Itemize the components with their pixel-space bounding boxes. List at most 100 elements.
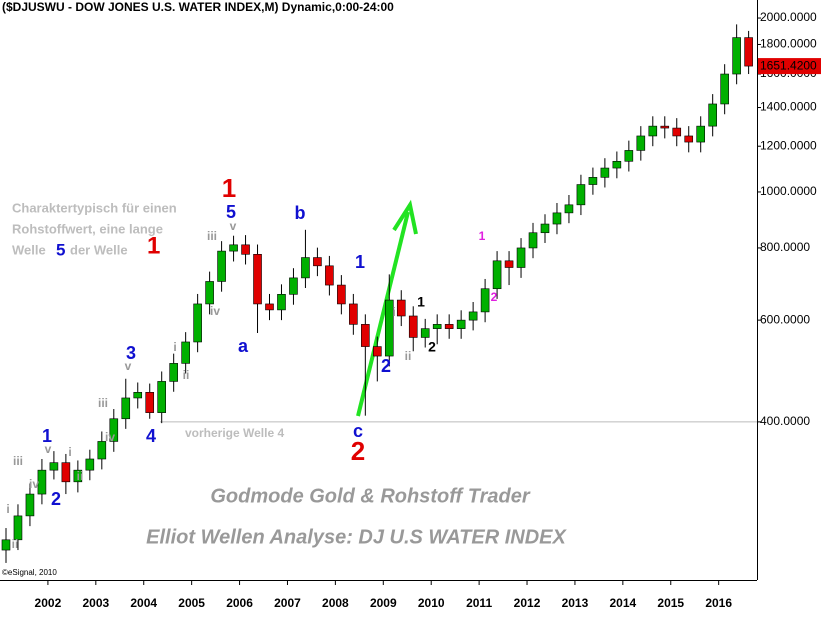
x-tick-label: 2007	[274, 596, 301, 610]
candle-body	[636, 135, 646, 151]
wave-label: 4	[146, 426, 156, 446]
candle-body	[528, 232, 538, 249]
x-tick-label: 2003	[82, 596, 109, 610]
candle-body	[61, 462, 71, 483]
candle-body	[121, 397, 131, 420]
candle-body	[588, 177, 598, 185]
candle-body	[241, 244, 250, 255]
candle-body	[672, 127, 682, 137]
wave-label: 1	[222, 173, 236, 203]
wave-label: ii	[183, 368, 190, 382]
candle-body	[492, 260, 502, 290]
x-tick-label: 2005	[178, 596, 205, 610]
note-line: Charaktertypisch für einen	[12, 200, 177, 215]
y-tick-label: 600.0000	[760, 312, 810, 326]
wave-label: c	[353, 421, 363, 441]
wave-label: iv	[210, 304, 220, 318]
candle-body	[73, 469, 83, 483]
candle-body	[85, 458, 95, 471]
wave-label: 2	[351, 436, 365, 466]
candle-body	[49, 462, 59, 471]
wave-label: v	[125, 359, 132, 373]
candle-body	[37, 469, 47, 495]
candle-body	[301, 257, 310, 279]
wave-label: 1	[417, 294, 425, 310]
y-tick-label: 1800.0000	[760, 37, 817, 51]
candle-body	[157, 381, 167, 413]
note-line: Welle	[12, 242, 46, 257]
candle-body	[265, 303, 274, 311]
note-wave: 5	[56, 240, 65, 259]
x-tick-label: 2008	[322, 596, 349, 610]
candle-body	[313, 257, 322, 267]
candle-body	[648, 125, 658, 137]
wave-label: i	[6, 502, 9, 516]
wave-label: 1	[355, 252, 365, 272]
x-tick-label: 2016	[705, 596, 732, 610]
candle-body	[145, 392, 155, 413]
x-tick-label: 2010	[418, 596, 445, 610]
note-wave: 1	[147, 232, 160, 259]
last-price-label: 1651.4200	[760, 58, 817, 72]
wave-label: iv	[105, 430, 115, 444]
candle-body	[325, 265, 334, 286]
candle-body	[444, 324, 454, 329]
candle-body	[229, 244, 238, 252]
candle-body	[612, 160, 622, 169]
x-tick-label: 2006	[226, 596, 253, 610]
candle-body	[732, 37, 741, 75]
wave-label: 5	[226, 202, 236, 222]
candle-body	[205, 281, 214, 305]
candle-body	[576, 184, 586, 206]
candle-body	[133, 392, 143, 399]
wave-label: i	[68, 445, 71, 459]
copyright: ©eSignal, 2010	[2, 568, 57, 577]
candle-body	[408, 315, 418, 338]
wave-label: ii	[405, 349, 412, 363]
x-tick-label: 2011	[466, 596, 492, 610]
candle-body	[193, 303, 202, 343]
candle-body	[97, 441, 107, 460]
candle-body	[373, 346, 382, 357]
candle-body	[468, 311, 478, 321]
wave-label: ii	[77, 469, 84, 483]
reference-label: vorherige Welle 4	[185, 426, 284, 440]
candle-body	[384, 299, 394, 357]
wave-label: b	[295, 203, 306, 223]
wave-label: i	[173, 340, 176, 354]
last-price-box	[758, 58, 821, 75]
wave-label: i	[392, 305, 395, 319]
y-tick-label: 1200.0000	[760, 138, 817, 152]
candle-body	[25, 493, 35, 517]
y-tick-label: 1000.0000	[760, 184, 817, 198]
x-tick-label: 2002	[35, 596, 62, 610]
wave-label: 2	[428, 339, 436, 355]
x-tick-label: 2004	[130, 596, 157, 610]
candle-body	[277, 294, 286, 311]
candle-body	[564, 204, 574, 214]
watermark: Elliot Wellen Analyse: DJ U.S WATER INDE…	[146, 526, 567, 548]
candle-body	[361, 324, 370, 347]
candle-body	[289, 277, 298, 295]
candle-body	[504, 260, 514, 268]
wave-label: iv	[29, 477, 39, 491]
wave-label: a	[238, 336, 249, 356]
wave-label: iii	[13, 454, 23, 468]
wave-label: v	[230, 219, 237, 233]
candle-body	[1, 539, 11, 551]
x-tick-label: 2013	[562, 596, 589, 610]
chart-title: ($DJUSWU - DOW JONES U.S. WATER INDEX,M)…	[2, 0, 394, 14]
y-tick-label: 400.0000	[760, 414, 810, 428]
note-line: der Welle	[70, 242, 128, 257]
candle-body	[217, 250, 226, 282]
y-tick-label: 800.0000	[760, 240, 810, 254]
green-arrow	[356, 199, 418, 417]
wave-label: 1	[479, 229, 486, 243]
candle-body	[744, 37, 753, 67]
candle-body	[480, 288, 490, 313]
candle-body	[420, 328, 430, 338]
candle-body	[253, 254, 262, 305]
wave-label: ii	[12, 537, 19, 551]
wave-label: 2	[51, 489, 61, 509]
